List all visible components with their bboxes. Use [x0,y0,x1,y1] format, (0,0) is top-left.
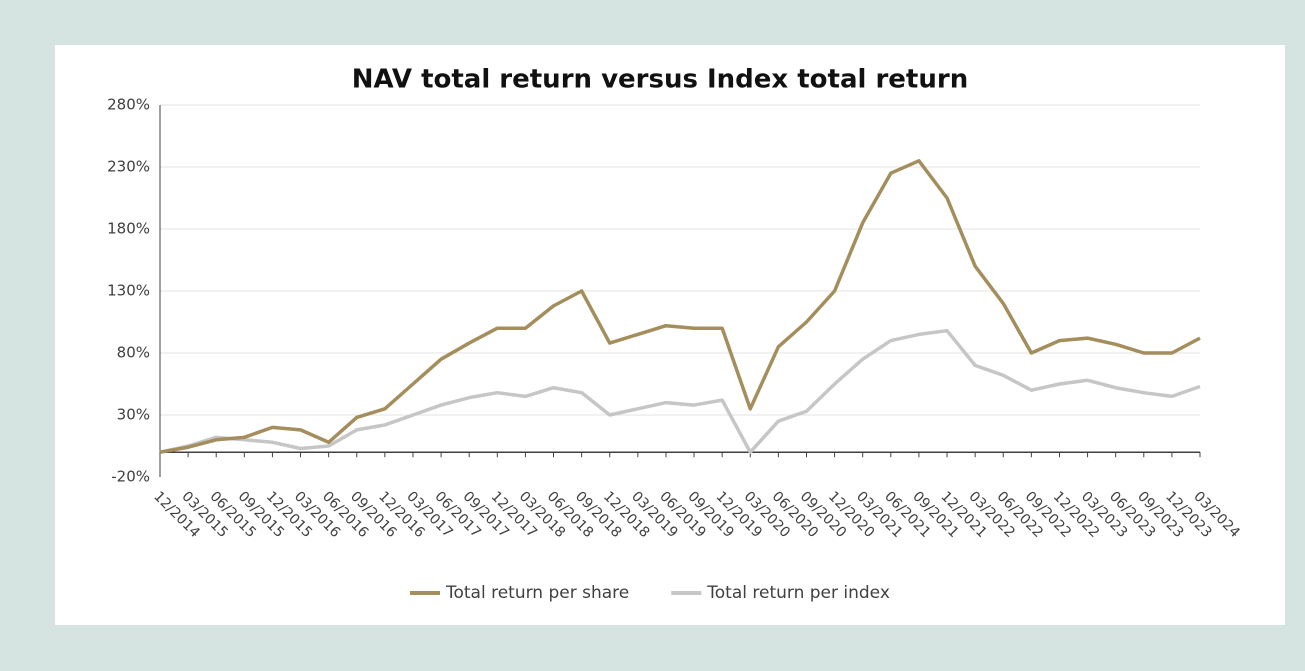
legend-label: Total return per index [706,583,890,603]
y-tick-label: 30% [117,406,150,424]
line [159,328,1201,454]
y-tick-label: 80% [117,344,150,362]
chart-title: NAV total return versus Index total retu… [352,65,968,95]
y-tick-label: 230% [107,158,150,176]
y-tick-label: 280% [107,96,150,114]
line [159,159,1201,454]
y-tick-label: 180% [107,220,150,238]
card [55,45,1285,625]
legend-label: Total return per share [445,583,629,603]
y-tick-label: -20% [111,468,150,486]
y-tick-label: 130% [107,282,150,300]
